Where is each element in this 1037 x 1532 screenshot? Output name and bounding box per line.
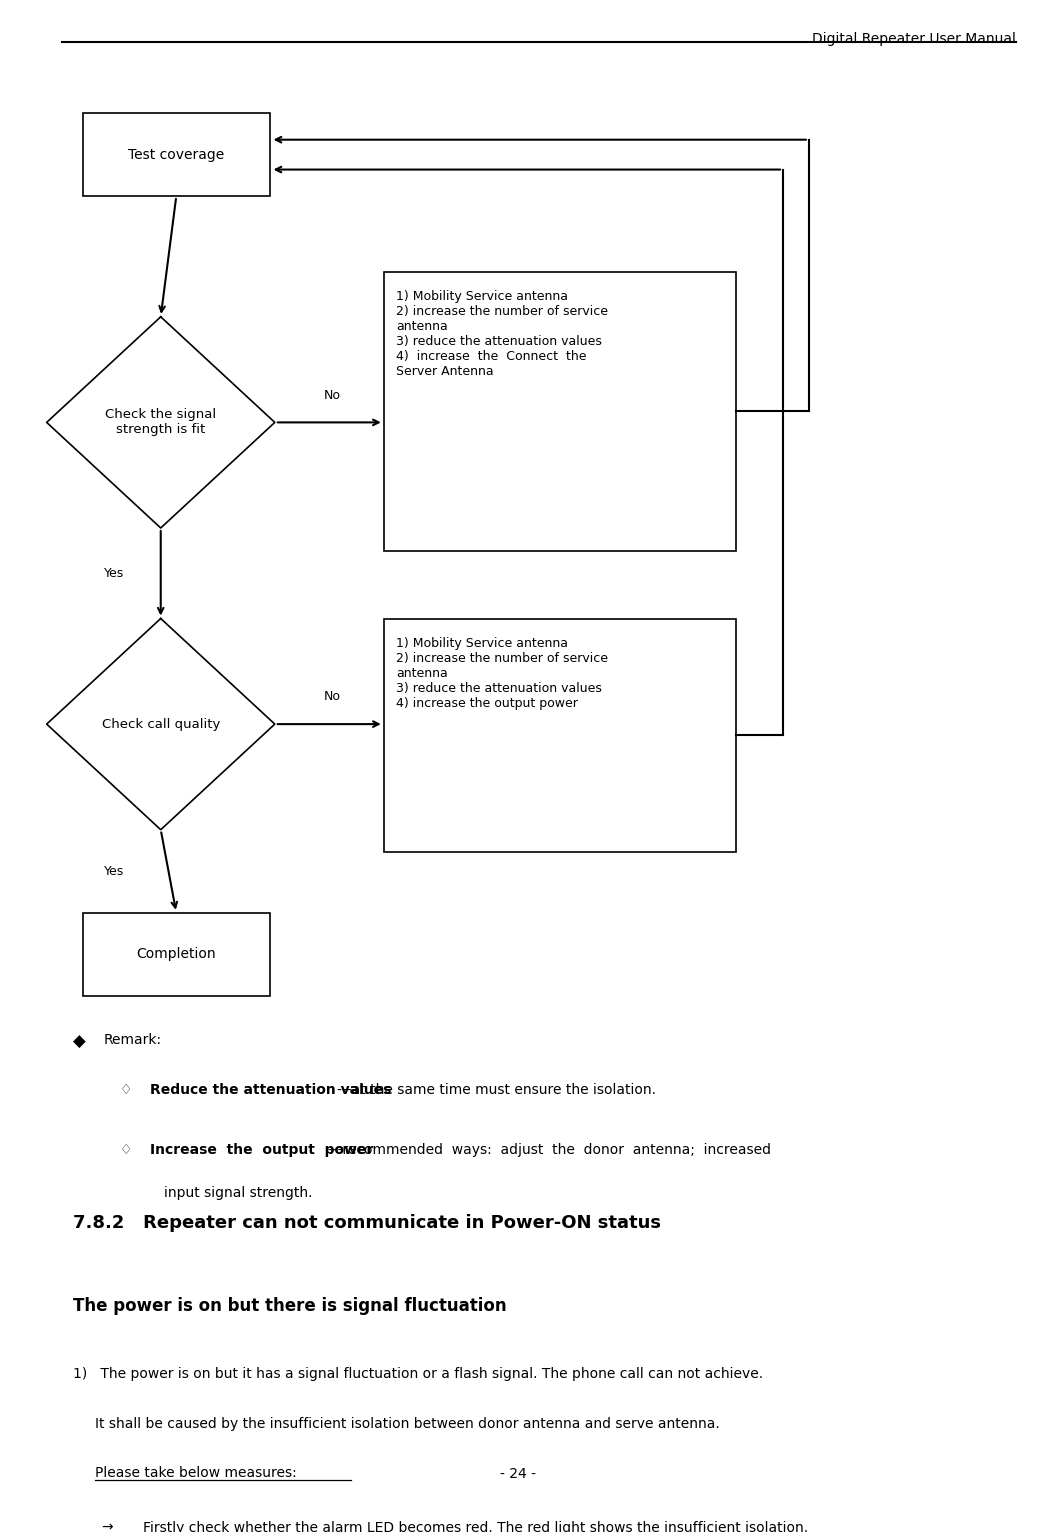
Text: No: No (324, 691, 340, 703)
FancyBboxPatch shape (83, 113, 270, 196)
Text: It shall be caused by the insufficient isolation between donor antenna and serve: It shall be caused by the insufficient i… (95, 1417, 720, 1431)
Text: ♢: ♢ (119, 1083, 132, 1097)
Text: ♢: ♢ (119, 1143, 132, 1158)
FancyBboxPatch shape (83, 913, 270, 996)
FancyBboxPatch shape (384, 271, 736, 550)
Text: Yes: Yes (104, 864, 124, 878)
Text: Test coverage: Test coverage (129, 147, 224, 162)
Text: - 24 -: - 24 - (501, 1468, 536, 1481)
Text: Reduce the attenuation values: Reduce the attenuation values (150, 1083, 392, 1097)
Text: input signal strength.: input signal strength. (164, 1186, 312, 1200)
Text: 1) Mobility Service antenna
2) increase the number of service
antenna
3) reduce : 1) Mobility Service antenna 2) increase … (396, 637, 608, 709)
Text: Remark:: Remark: (104, 1034, 162, 1048)
Text: ◆: ◆ (73, 1034, 85, 1051)
Text: ---at the same time must ensure the isolation.: ---at the same time must ensure the isol… (337, 1083, 655, 1097)
Text: 1) Mobility Service antenna
2) increase the number of service
antenna
3) reduce : 1) Mobility Service antenna 2) increase … (396, 290, 608, 378)
Text: No: No (324, 389, 340, 401)
Text: Digital Repeater User Manual: Digital Repeater User Manual (812, 32, 1016, 46)
Text: Check call quality: Check call quality (102, 717, 220, 731)
Text: Completion: Completion (137, 947, 216, 961)
Text: 7.8.2   Repeater can not communicate in Power-ON status: 7.8.2 Repeater can not communicate in Po… (73, 1215, 661, 1232)
Text: ---recommended  ways:  adjust  the  donor  antenna;  increased: ---recommended ways: adjust the donor an… (318, 1143, 770, 1158)
Text: 1)   The power is on but it has a signal fluctuation or a flash signal. The phon: 1) The power is on but it has a signal f… (73, 1367, 763, 1380)
Text: Check the signal
strength is fit: Check the signal strength is fit (105, 409, 217, 437)
Text: Please take below measures:: Please take below measures: (95, 1466, 298, 1480)
Text: The power is on but there is signal fluctuation: The power is on but there is signal fluc… (73, 1298, 506, 1316)
FancyBboxPatch shape (384, 619, 736, 852)
Text: Increase  the  output  power: Increase the output power (150, 1143, 373, 1158)
Text: Yes: Yes (104, 567, 124, 579)
Text: Firstly check whether the alarm LED becomes red. The red light shows the insuffi: Firstly check whether the alarm LED beco… (143, 1521, 808, 1532)
Text: →: → (102, 1521, 113, 1532)
